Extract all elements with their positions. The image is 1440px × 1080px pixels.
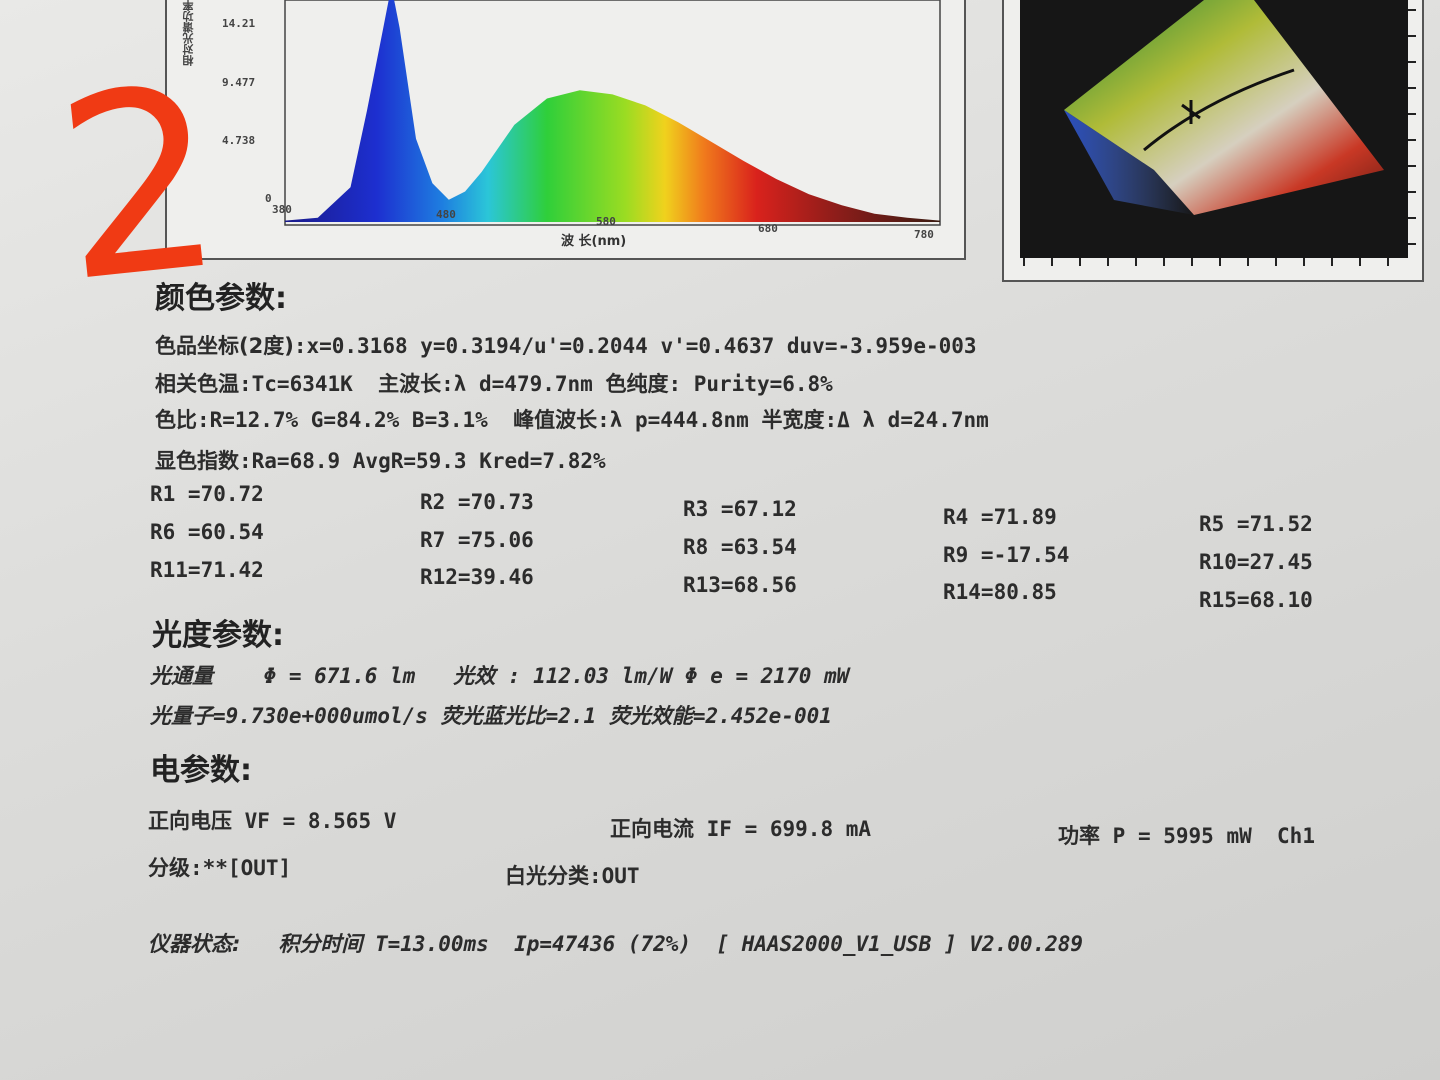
power-line: 功率 P = 5995 mW Ch1: [1058, 820, 1315, 850]
dominant-wavelength-label: 主波长: [378, 372, 442, 396]
flux-label: 光通量: [150, 664, 213, 688]
planckian-locus: [1143, 68, 1295, 152]
spectrum-chart-panel: [165, 0, 966, 260]
cct-line: 相关色温:Tc=6341K 主波长:λ d=479.7nm 色纯度: Purit…: [155, 368, 833, 398]
y-tick-label: 0: [265, 192, 272, 205]
r-value-cell: R9 =-17.54: [943, 543, 1070, 567]
device-name: [ HAAS2000_V1_USB ]: [716, 932, 957, 956]
instrument-status-label: 仪器状态:: [148, 932, 241, 956]
spectrum-chart: [284, 0, 941, 226]
chromaticity-line: 色品坐标(2度):x=0.3168 y=0.3194/u'=0.2044 v'=…: [155, 330, 977, 360]
if-label: 正向电流: [610, 817, 694, 841]
spectrum-area: [285, 0, 940, 222]
r-value-cell: R12=39.46: [420, 565, 534, 589]
grade-line: 分级:**[OUT]: [148, 852, 291, 882]
r-value-cell: R3 =67.12: [683, 497, 797, 521]
x-tick-label: 480: [436, 208, 456, 221]
r-value-cell: R8 =63.54: [683, 535, 797, 559]
electrical-params-title: 电参数:: [150, 753, 252, 788]
halfwidth-label: 半宽度: [761, 408, 825, 432]
r-value-cell: R5 =71.52: [1199, 512, 1313, 536]
vf-value: VF = 8.565 V: [244, 809, 397, 833]
fluorescent-efficiency-value: =2.452e-001: [692, 704, 832, 728]
ip-value: Ip=47436 (72%): [514, 932, 692, 956]
ratio-label: 色比: [155, 408, 197, 432]
chroma-values: :x=0.3168 y=0.3194/u'=0.2044 v'=0.4637 d…: [293, 334, 977, 358]
if-line: 正向电流 IF = 699.8 mA: [610, 813, 871, 843]
dominant-wavelength-value: :λ d=479.7nm: [441, 372, 593, 396]
quantum-value: =9.730e+000umol/s: [213, 704, 428, 728]
purity-label: 色纯度: [605, 372, 669, 396]
quantum-label: 光量子: [150, 704, 213, 728]
cct-label: 相关色温: [155, 372, 239, 396]
purity-value: : Purity=6.8%: [668, 372, 833, 396]
electrical-line: 正向电压 VF = 8.565 V: [148, 805, 396, 835]
power-value: P = 5995 mW: [1112, 824, 1252, 848]
peak-wavelength-value: :λ p=444.8nm: [597, 408, 749, 432]
r-value-cell: R4 =71.89: [943, 505, 1057, 529]
channel-label: Ch1: [1277, 824, 1315, 848]
r-value-cell: R14=80.85: [943, 580, 1057, 604]
cie-axis-ticks: [1023, 9, 1416, 266]
fluorescent-efficiency-label: 荧光效能: [608, 704, 693, 728]
cri-label: 显色指数: [155, 449, 239, 473]
chroma-label: 色品坐标(2度): [155, 334, 294, 358]
x-tick-label: 580: [596, 215, 616, 228]
white-class-value: :OUT: [589, 864, 640, 888]
cie-chromaticity-panel: [1002, 0, 1424, 282]
y-tick-label: 4.738: [222, 134, 256, 147]
photometric-params-title: 光度参数:: [152, 618, 284, 653]
cri-value: :Ra=68.9 AvgR=59.3 Kred=7.82%: [239, 449, 606, 473]
spectrum-x-axis-label: 波 长(nm): [561, 234, 627, 249]
cie-chromaticity-diagram: [1020, 0, 1416, 266]
cct-value: :Tc=6341K: [239, 372, 353, 396]
r-value-cell: R2 =70.73: [420, 490, 534, 514]
y-tick-label: 14.21: [222, 17, 256, 30]
instrument-status-line: 仪器状态: 积分时间 T=13.00ms Ip=47436 (72%) [ HA…: [148, 928, 1083, 958]
r-value-cell: R10=27.45: [1199, 550, 1313, 574]
vf-label: 正向电压: [148, 809, 232, 833]
if-value: IF = 699.8 mA: [706, 817, 872, 841]
flux-value: Φ = 671.6 lm: [263, 664, 416, 688]
r-value-cell: R1 =70.72: [150, 482, 264, 506]
r-value-cell: R6 =60.54: [150, 520, 264, 544]
flux-line: 光通量 Φ = 671.6 lm 光效 : 112.03 lm/W Φ e = …: [150, 660, 849, 690]
fluorescent-blue-ratio-label: 荧光蓝光比: [440, 704, 546, 728]
grade-label: 分级: [148, 856, 190, 880]
ratio-value: :R=12.7% G=84.2% B=3.1%: [197, 408, 488, 432]
grade-value: :**[OUT]: [190, 856, 292, 880]
software-version: V2.00.289: [969, 932, 1084, 956]
cie-blue-region: [1064, 110, 1194, 215]
y-tick-label: 9.477: [222, 76, 256, 89]
peak-wavelength-label: 峰值波长: [513, 408, 598, 432]
r-value-cell: R15=68.10: [1199, 588, 1313, 612]
white-class-label: 白光分类: [505, 864, 589, 888]
cri-line: 显色指数:Ra=68.9 AvgR=59.3 Kred=7.82%: [155, 445, 606, 475]
white-class-line: 白光分类:OUT: [505, 860, 640, 890]
r-value-cell: R13=68.56: [683, 573, 797, 597]
r-value-cell: R7 =75.06: [420, 528, 534, 552]
cie-gamut-region: [1064, 0, 1384, 215]
efficacy-label: 光效: [453, 664, 496, 688]
integration-time-label: 积分时间: [278, 932, 363, 956]
halfwidth-value: :Δ λ d=24.7nm: [824, 408, 989, 432]
measured-point-marker: [1181, 100, 1201, 124]
power-label: 功率: [1058, 824, 1100, 848]
x-tick-label: 780: [914, 228, 934, 241]
efficacy-value: : 112.03 lm/W: [507, 664, 673, 688]
color-params-title: 颜色参数:: [155, 281, 287, 316]
x-tick-label: 380: [272, 203, 292, 216]
x-tick-label: 680: [758, 222, 778, 235]
color-ratio-line: 色比:R=12.7% G=84.2% B=3.1% 峰值波长:λ p=444.8…: [155, 404, 989, 434]
quantum-line: 光量子=9.730e+000umol/s 荧光蓝光比=2.1 荧光效能=2.45…: [150, 700, 832, 730]
fluorescent-blue-ratio-value: =2.1: [545, 704, 597, 728]
r-value-cell: R11=71.42: [150, 558, 264, 582]
integration-time-value: T=13.00ms: [375, 932, 489, 956]
radiant-flux-value: Φ e = 2170 mW: [684, 664, 850, 688]
